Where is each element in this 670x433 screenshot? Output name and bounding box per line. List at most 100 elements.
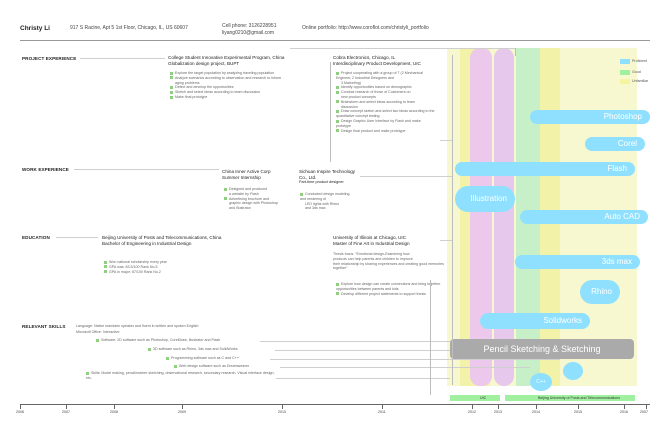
work1-items: Designed and produced a website by Flash… [224, 187, 284, 211]
work2-title: Sichuan Inspire Technology Co., Ltd. Par… [299, 169, 364, 186]
project1-items: Explore the target population by analyzi… [170, 71, 305, 100]
section-project: PROJECT EXPERIENCE [22, 56, 77, 61]
list-item: Conduct research of those of Customers o… [336, 90, 436, 95]
list-item: Explore the target population by analyzi… [170, 71, 305, 76]
project2-link-line [440, 140, 452, 141]
bullet-icon [174, 364, 177, 368]
header-divider [20, 40, 650, 41]
year-label: 2010 [278, 410, 286, 414]
list-item: 3 Marketing) [341, 80, 361, 85]
uic-label: UIC [480, 396, 487, 400]
skills-office: Microsoft Office: Interactive [76, 330, 120, 334]
list-item: Explore how design can create connection… [336, 282, 441, 291]
tick [182, 404, 183, 409]
list-item: Brainstorm and select ideas according to… [336, 100, 436, 105]
list-item: and 3ds max [305, 206, 326, 211]
work1-title1: China Inner Active Corp [222, 169, 271, 174]
edu1-title1: Beijing University of Posts and Telecomm… [102, 235, 222, 240]
edu2-title: University of Illinois at Chicago, UIC M… [333, 235, 443, 246]
project2-side-line [330, 62, 331, 162]
bubble-autocad: Auto CAD [520, 210, 648, 224]
edu1-items: Won national scholarship every year GPA … [104, 260, 214, 274]
bubble-photoshop: Photoshop [530, 110, 650, 124]
legend-swatch-unfamiliar [620, 79, 630, 84]
list-item: LED lights with Rhino [305, 201, 340, 206]
list-item: Analyze scenarios according to observati… [170, 76, 305, 81]
list-item: Sketch and select ideas according to tea… [170, 90, 305, 95]
skills-link-3d [275, 350, 450, 351]
list-item: GPA in major: 87/100 Rank No.2 [104, 270, 214, 275]
project1-title: College Student Innovative Experimental … [168, 55, 298, 66]
tick [536, 404, 537, 409]
project2-items: Project cooperating with a group of 7 (2… [336, 71, 436, 133]
work1-title2: Summer Internship [222, 174, 261, 180]
year-label: 2006 [16, 410, 24, 414]
bullet-icon [336, 100, 339, 104]
year-label: 2011 [378, 410, 386, 414]
list-item: Designed and produced [224, 187, 284, 192]
tick [382, 404, 383, 409]
portfolio-link[interactable]: Online portfolio: http://www.coroflot.co… [302, 25, 429, 31]
thesis-line: products can help parents and children t… [333, 256, 413, 261]
tick [66, 404, 67, 409]
bubble-c: C++ [530, 373, 552, 391]
address: 917 S Racine, Apt 5 1st Floor, Chicago, … [70, 25, 188, 31]
bubble-flash: Flash [455, 162, 635, 176]
bubble-pencil-sketching: Pencil Sketching & Sketching [450, 339, 634, 359]
bullet-icon [336, 119, 339, 123]
list-item: discussion [341, 104, 358, 109]
list-item: Advertising brochure and [224, 197, 284, 202]
tick [20, 404, 21, 409]
legend-good: Good [632, 70, 641, 74]
bullet-icon [336, 90, 339, 94]
legend-swatch-good [620, 70, 630, 75]
bupt-bar [505, 395, 635, 401]
year-label: 2015 [574, 410, 582, 414]
section-skills: RELEVANT SKILLS [22, 324, 66, 329]
legend-unfamiliar: Unfamiliar [632, 79, 649, 83]
bullet-icon [86, 371, 89, 375]
project1-title2: Globalization design project, BUPT [168, 60, 240, 66]
tick [472, 404, 473, 409]
skills-link-2d [260, 341, 450, 342]
year-label: 2007 [640, 410, 648, 414]
skills-link-other [276, 378, 450, 379]
bullet-icon [148, 347, 151, 351]
bubble-solidworks: Solidworks [480, 313, 590, 329]
year-label: 2007 [62, 410, 70, 414]
bullet-icon [170, 76, 173, 80]
skills-link-programming [270, 359, 560, 360]
tick [114, 404, 115, 409]
tick [282, 404, 283, 409]
work2-items: Conducted design modeling and rendering … [300, 192, 355, 211]
project2-connector [290, 48, 515, 49]
bullet-icon [336, 129, 339, 133]
project2-title2: Interdisciplinary Product Development, U… [333, 60, 421, 66]
list-item: aging problems [175, 80, 200, 85]
bullet-icon [170, 95, 173, 99]
bullet-icon [104, 265, 107, 269]
bullet-icon [96, 338, 99, 342]
list-item: new product concepts [341, 94, 376, 99]
edu2-link-line [440, 240, 452, 241]
bupt-label: Beijing University of Posts and Telecomm… [538, 396, 621, 400]
tick [498, 404, 499, 409]
edu1-title2: Bachelor of Engineering in Industrial De… [102, 240, 192, 246]
project1-title1: College Student Innovative Experimental … [168, 55, 285, 60]
skills-programming: Programming software such as C and C++ [166, 356, 366, 361]
list-item: Conducted design modeling and rendering … [300, 192, 350, 201]
legend-swatch-proficient [620, 59, 630, 64]
skills-language: Language: Native mandarin speaker and fl… [76, 324, 199, 328]
edu1-title: Beijing University of Posts and Telecomm… [102, 235, 252, 246]
list-item: Won national scholarship every year [104, 260, 214, 265]
list-item: Identify opportunities based on demograp… [336, 85, 436, 90]
skills-web: Web design software such as Dreamweaver [174, 364, 374, 369]
bullet-icon [170, 85, 173, 89]
edu2-title1: University of Illinois at Chicago, UIC [333, 235, 407, 240]
year-label: 2008 [110, 410, 118, 414]
year-label: 2012 [468, 410, 476, 414]
section-work: WORK EXPERIENCE [22, 167, 69, 172]
thesis-line: Thesis focus: "Emotional design-Examinin… [333, 252, 410, 256]
list-item: Make final prototype [170, 95, 305, 100]
bullet-icon [166, 356, 169, 360]
